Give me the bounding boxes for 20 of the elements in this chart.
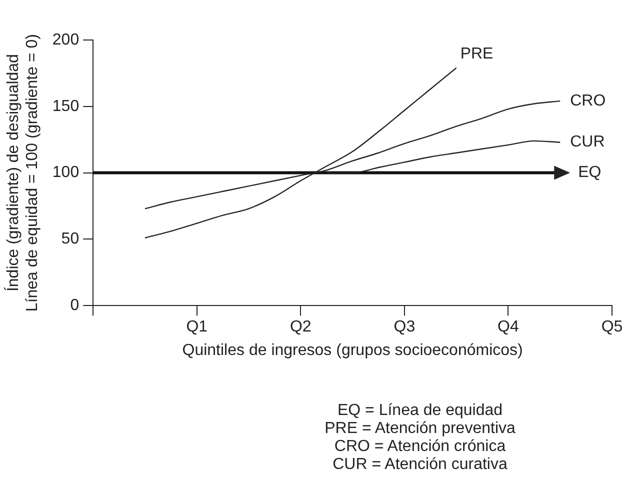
series-label: PRE <box>460 45 494 62</box>
x-tick-label: Q5 <box>601 318 623 336</box>
series-label: CRO <box>570 92 606 110</box>
y-tick-label: 100 <box>52 164 80 182</box>
y-tick-label: 150 <box>52 98 80 115</box>
x-axis-title: Quintiles de ingresos (grupos socioeconómicos) <box>182 342 523 359</box>
series-label: CUR <box>570 134 605 151</box>
y-axis-title: Índice (gradiente) de desigualdad Línea de equidad = 100 (gradiente = 0) <box>4 34 42 312</box>
text: CRO = Atención crónica <box>333 438 507 456</box>
y-tick-label: 50 <box>61 230 80 248</box>
x-tick-label: Q2 <box>290 318 312 336</box>
series-label: EQ <box>578 164 602 182</box>
x-tick-label: Q4 <box>498 318 519 336</box>
text: PRE = Atención preventiva <box>324 420 516 438</box>
y-tick-label: 0 <box>70 297 80 314</box>
text: EQ = Línea de equidad <box>336 402 504 420</box>
x-tick-label: Q3 <box>394 318 416 336</box>
y-tick-label: 200 <box>52 31 80 48</box>
text: CUR = Atención curativa <box>332 456 508 474</box>
x-tick-label: Q1 <box>186 318 208 336</box>
